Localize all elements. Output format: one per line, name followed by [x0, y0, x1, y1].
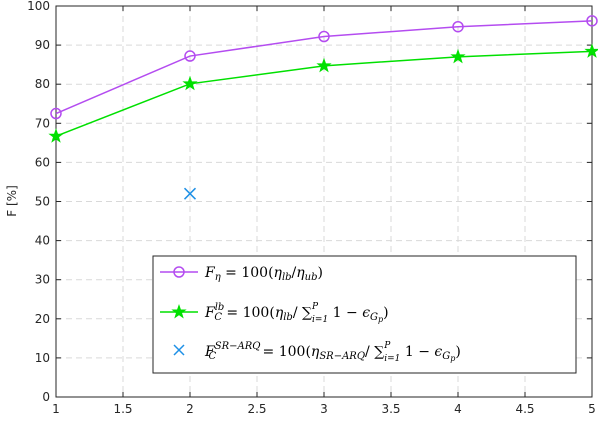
- x-tick-label: 3: [320, 402, 328, 416]
- legend-box: [152, 255, 577, 374]
- y-tick-label: 80: [35, 77, 50, 91]
- x-tick-label: 3.5: [381, 402, 400, 416]
- x-tick-label: 5: [588, 402, 596, 416]
- grid-layer: [56, 6, 592, 397]
- y-tick-label: 100: [27, 0, 50, 13]
- series-line-0: [55, 20, 593, 115]
- x-tick-label: 2.5: [247, 402, 266, 416]
- x-tick-label: 4: [454, 402, 462, 416]
- y-tick-label: 50: [35, 195, 50, 209]
- data-point-star: [182, 75, 198, 91]
- data-point-circle: [50, 107, 62, 120]
- x-tick-label: 4.5: [515, 402, 534, 416]
- y-tick-label: 10: [35, 351, 50, 365]
- x-tick-label: 1.5: [113, 402, 132, 416]
- x-tick-label: 2: [186, 402, 194, 416]
- y-tick-label: 90: [35, 38, 50, 52]
- x-tick-label: 1: [52, 402, 60, 416]
- data-point-circle: [452, 20, 464, 33]
- y-tick-label: 20: [35, 312, 50, 326]
- data-point-circle: [586, 15, 598, 27]
- data-point-x-stroke: [183, 187, 197, 200]
- y-tick-label: 0: [42, 390, 50, 404]
- legend-label-f-eta: Fη = 100(ηlb/ηub): [204, 265, 323, 283]
- series-layer: [48, 15, 598, 200]
- data-point-circle: [184, 50, 196, 62]
- legend-marker-circle: [173, 266, 185, 278]
- legend-marker-x-b: [173, 344, 185, 356]
- y-tick-label: 30: [35, 273, 50, 287]
- data-point-x: [183, 187, 197, 200]
- legend-marker-star: [171, 303, 187, 319]
- data-point-circle: [318, 30, 330, 43]
- data-point-star: [450, 48, 466, 64]
- legend-label-f-c-lb: Flb C = 100(ηlb/ ∑P i=1 1 − ϵGp): [204, 302, 389, 325]
- legend: Fη = 100(ηlb/ηub) Flb C = 100(ηlb/ ∑P i=1 …: [152, 255, 577, 374]
- data-point-star: [584, 43, 598, 58]
- data-point-star: [48, 128, 64, 143]
- y-tick-label: 40: [35, 234, 50, 248]
- y-tick-label: 70: [35, 116, 50, 130]
- y-tick-label: 60: [35, 155, 50, 169]
- y-axis-label: F [%]: [5, 185, 19, 216]
- data-point-star: [316, 57, 332, 73]
